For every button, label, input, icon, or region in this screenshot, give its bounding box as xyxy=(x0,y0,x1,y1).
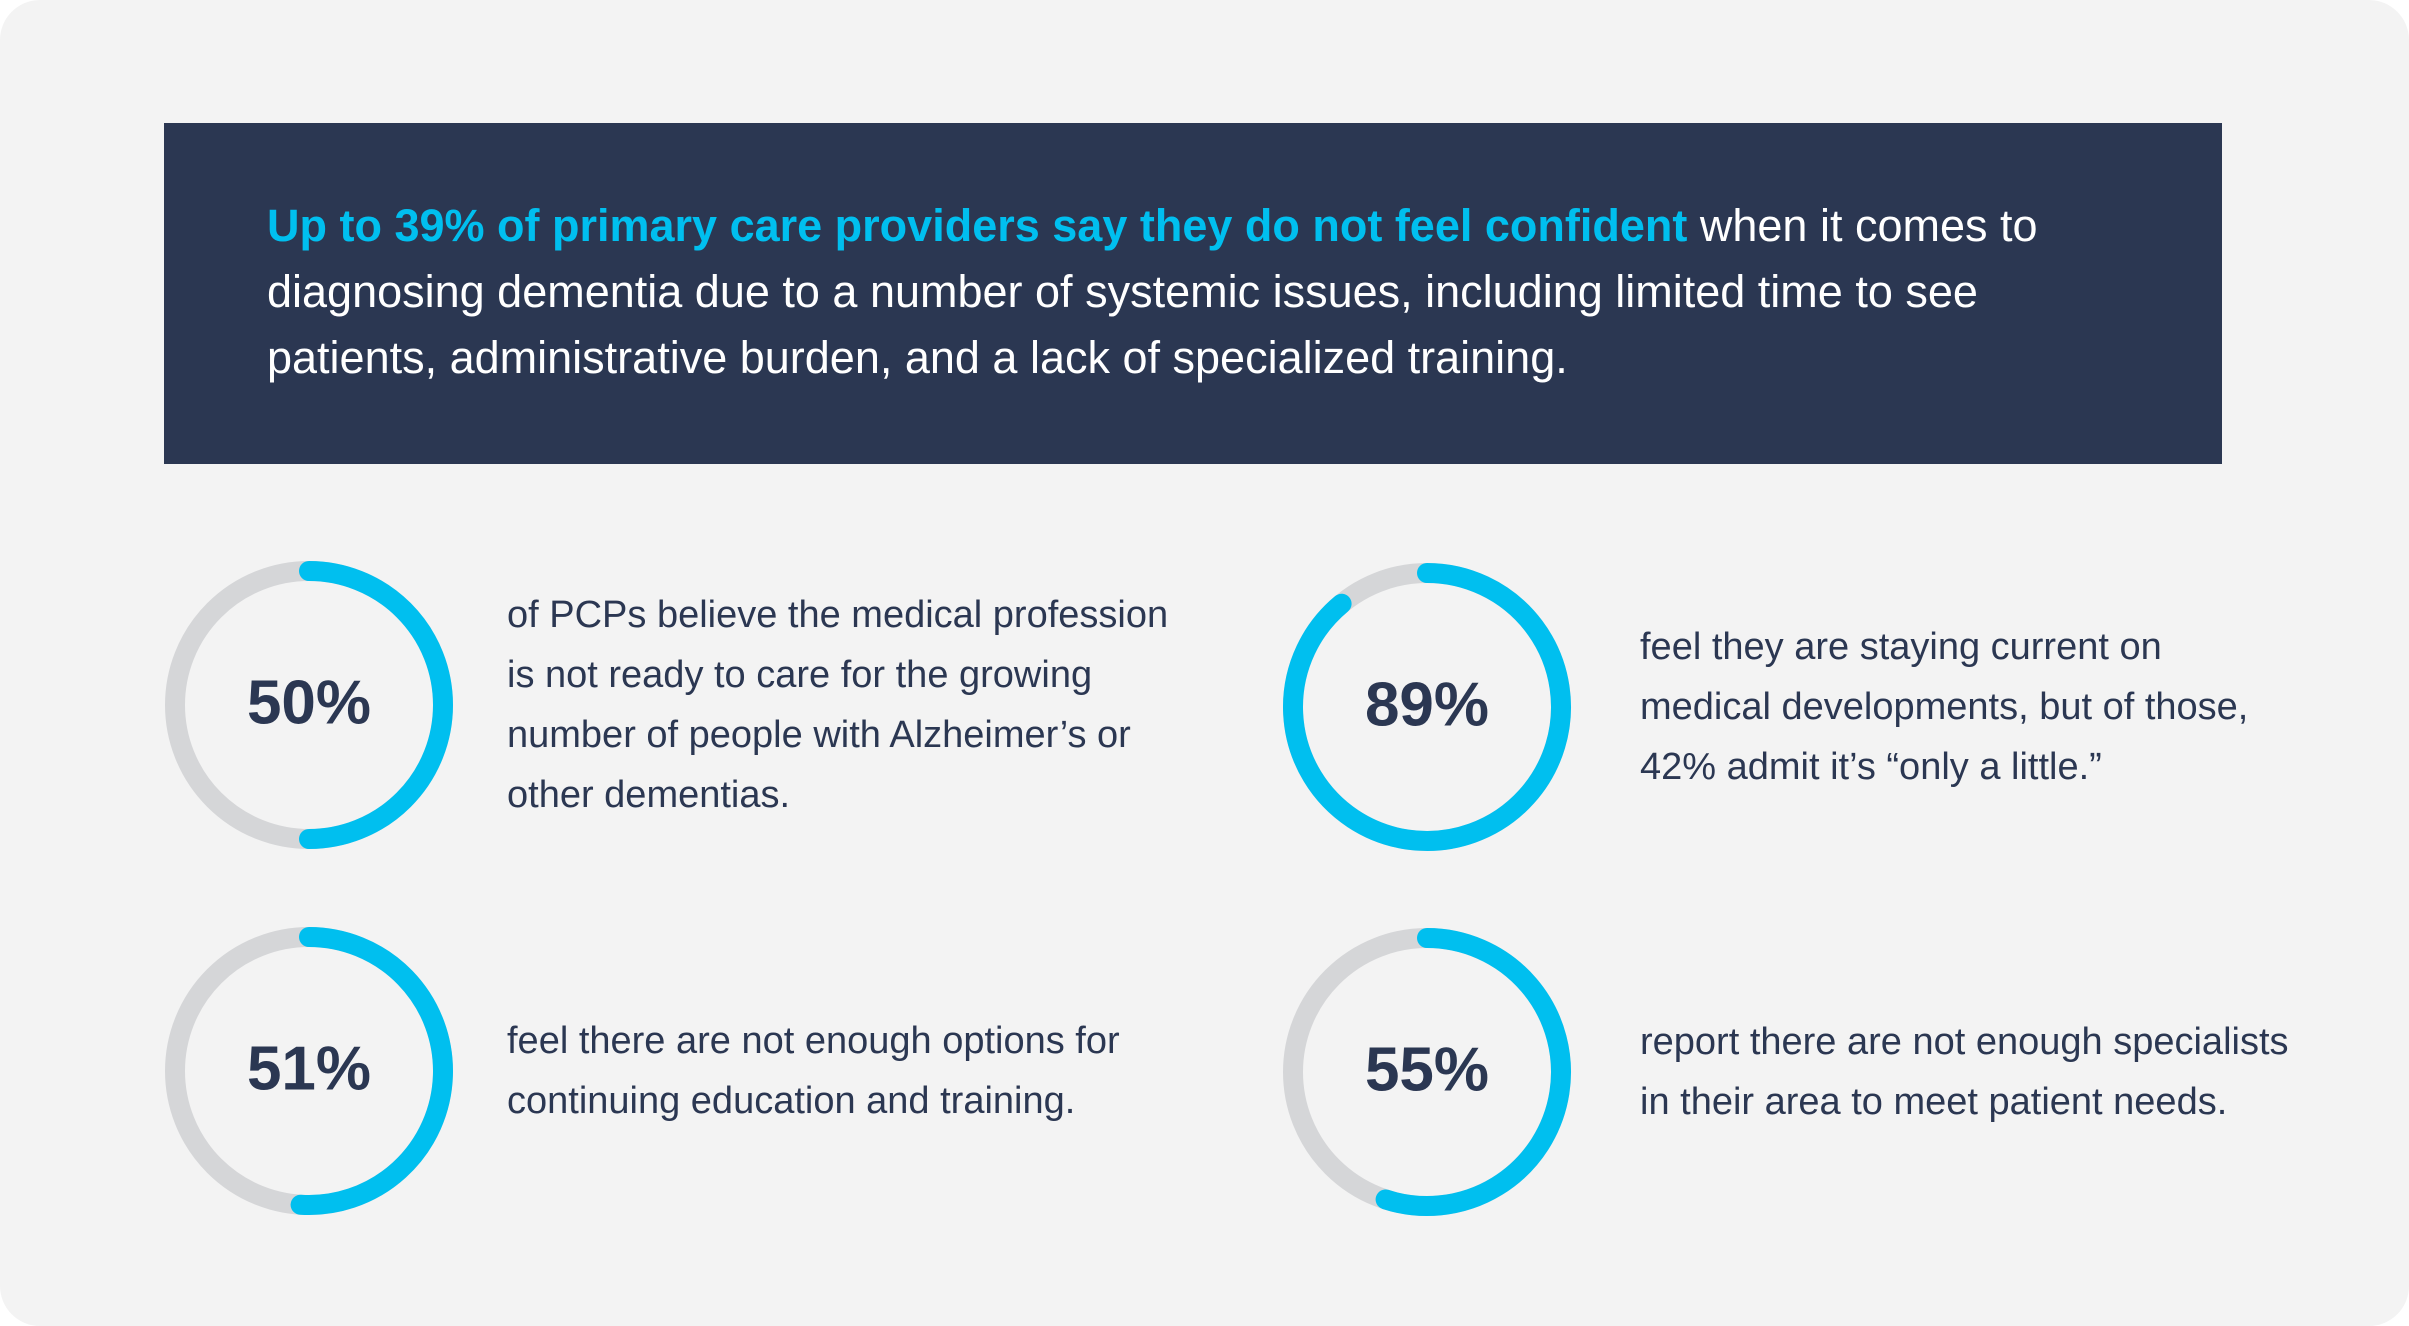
gauge-arc xyxy=(290,927,453,1215)
stat-caption: of PCPs believe the medical profession i… xyxy=(507,594,1169,816)
gauge-arc xyxy=(1375,928,1571,1216)
stat-caption: report there are not enough specialists … xyxy=(1640,1021,2289,1123)
gauge-value-label: 89% xyxy=(1365,670,1489,739)
gauge-value-label: 51% xyxy=(247,1034,371,1103)
gauge-arc xyxy=(1283,563,1571,851)
stat-caption: feel there are not enough options for co… xyxy=(507,1020,1120,1122)
headline-highlight: Up to 39% of primary care providers say … xyxy=(267,200,1688,251)
headline-panel: Up to 39% of primary care providers say … xyxy=(164,123,2222,464)
gauge-value-label: 55% xyxy=(1365,1035,1489,1104)
stat-caption: feel they are staying current on medical… xyxy=(1640,626,2249,788)
headline: Up to 39% of primary care providers say … xyxy=(267,193,2147,391)
headline-text: when it comes to diagnosing dementia due… xyxy=(267,200,2038,383)
gauge-arc xyxy=(299,561,453,849)
gauge-value-label: 50% xyxy=(247,668,371,737)
